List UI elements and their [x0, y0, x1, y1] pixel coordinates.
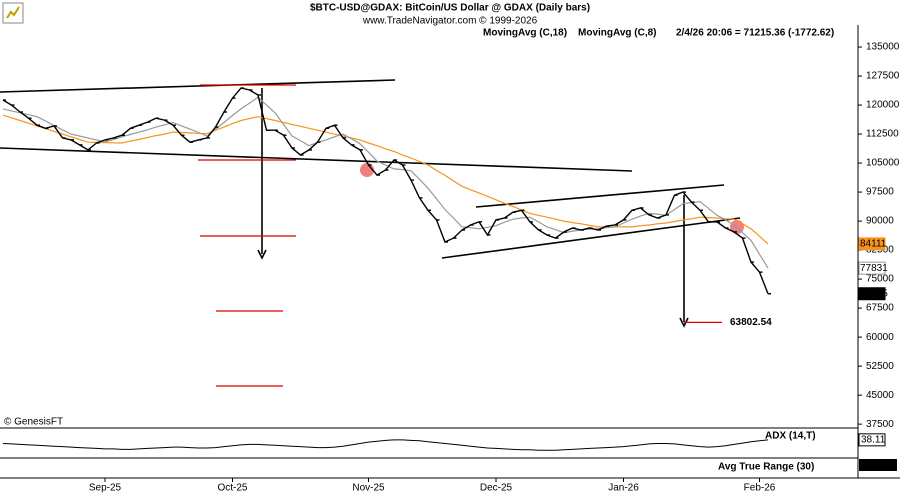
- legend-entry: MovingAvg (C,18): [483, 28, 567, 39]
- last-value-box: [858, 237, 886, 251]
- indicator-name: Avg True Range (30): [718, 462, 814, 473]
- y-tick-label: 127500: [866, 71, 900, 82]
- x-tick-label: Jan-26: [608, 483, 639, 494]
- chart-subtitle: www.TradeNavigator.com © 1999-2026: [362, 16, 538, 27]
- indicator-value: 38.11: [861, 434, 886, 445]
- moving-average-line: [2, 96, 769, 269]
- last-value-box: [858, 287, 886, 301]
- logo-icon: [6, 6, 20, 19]
- indicator-value-box: [858, 433, 886, 447]
- y-tick-label: 105000: [866, 158, 900, 169]
- plot: 3750045000525006000067500750008250090000…: [2, 42, 900, 494]
- watermark: © GenesisFT: [4, 417, 63, 428]
- x-tick-label: Nov-25: [352, 483, 385, 494]
- trend-line: [0, 79, 396, 93]
- y-tick-label: 75000: [866, 274, 894, 285]
- arrow-head: [257, 249, 267, 260]
- x-tick-label: Dec-25: [480, 483, 513, 494]
- moving-average-line: [2, 114, 769, 245]
- indicator-value: 3066.80: [860, 460, 897, 471]
- indicator-name: ADX (14,T): [765, 431, 816, 442]
- trend-line: [0, 147, 633, 172]
- y-tick-label: 60000: [866, 332, 894, 343]
- chart-title: $BTC-USD@GDAX: BitCoin/US Dollar @ GDAX …: [310, 3, 590, 14]
- y-tick-label: 90000: [866, 216, 894, 227]
- y-tick-label: 37500: [866, 419, 894, 430]
- indicator-value-box: [859, 459, 897, 471]
- last-value-label: 84111: [860, 239, 887, 250]
- x-tick-label: Feb-26: [744, 483, 776, 494]
- y-tick-label: 52500: [866, 361, 894, 372]
- legend-entry: MovingAvg (C,8): [578, 28, 657, 39]
- y-tick-label: 120000: [866, 100, 900, 111]
- x-tick-label: Sep-25: [89, 483, 122, 494]
- trend-lines: [0, 79, 741, 322]
- last-value-box: [858, 261, 886, 275]
- trend-line: [475, 184, 725, 208]
- y-tick-label: 135000: [866, 42, 900, 53]
- adx-line: [2, 439, 769, 451]
- last-value-label: 77831: [860, 263, 888, 274]
- x-tick-label: Oct-25: [217, 483, 247, 494]
- last-value-label: 71215: [860, 288, 888, 299]
- arrow-head: [679, 317, 689, 328]
- target-lines: [198, 84, 296, 387]
- y-tick-label: 112500: [866, 129, 899, 140]
- info-text: 2/4/26 20:06 = 71215.36 (-1772.62): [676, 28, 834, 39]
- trend-line: [441, 217, 741, 259]
- y-tick-label: 67500: [866, 303, 894, 314]
- y-tick-label: 45000: [866, 390, 894, 401]
- annotation-label: 63802.54: [730, 317, 772, 328]
- y-tick-label: 97500: [866, 187, 894, 198]
